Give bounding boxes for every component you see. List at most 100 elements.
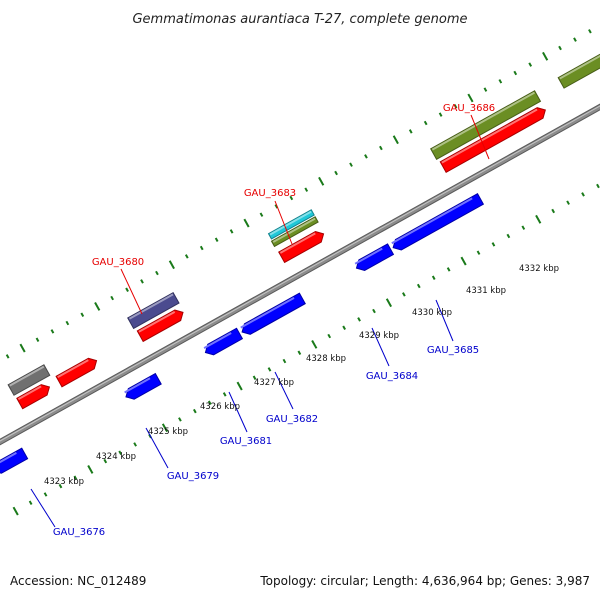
kbp-tick-label: 4329 kbp <box>359 331 399 341</box>
upper-tick-mark <box>573 37 577 42</box>
cds-reverse <box>355 243 395 272</box>
backbone-line <box>0 104 600 445</box>
lower-tick-mark <box>402 292 406 297</box>
feature-gray <box>7 364 51 396</box>
lower-tick-mark <box>506 233 511 239</box>
upper-tick-mark <box>19 343 26 353</box>
gene-label-forward: GAU_3680 <box>92 257 144 268</box>
upper-tick-mark <box>498 79 503 84</box>
lower-tick-mark <box>12 506 19 516</box>
upper-tick-mark <box>318 176 325 186</box>
upper-tick-mark <box>438 112 443 117</box>
cds-reverse-highlight <box>240 296 295 329</box>
gene-label-forward-leader <box>274 200 293 245</box>
lower-tick-mark <box>178 417 182 422</box>
upper-tick-mark <box>199 245 204 251</box>
upper-tick-mark <box>5 354 10 359</box>
gene-label-forward-leader <box>120 268 143 315</box>
lower-tick-mark <box>252 375 257 380</box>
upper-tick-mark <box>289 195 294 201</box>
gene-label-forward: GAU_3683 <box>244 188 296 199</box>
feature-olive <box>430 90 542 160</box>
genome-backbone <box>0 103 600 446</box>
kbp-tick-label: 4331 kbp <box>466 286 506 296</box>
lower-tick-mark <box>372 308 376 314</box>
lower-tick-mark <box>446 267 451 272</box>
upper-tick-mark <box>65 320 70 326</box>
map-title: Gemmatimonas aurantiaca T-27, complete g… <box>132 12 467 27</box>
lower-tick-mark <box>551 208 556 214</box>
upper-tick-mark <box>94 301 101 311</box>
lower-tick-mark <box>236 381 243 391</box>
upper-tick-mark <box>274 204 279 209</box>
cds-forward <box>136 309 184 343</box>
lower-tick-mark <box>566 200 570 205</box>
lower-tick-mark <box>521 225 526 230</box>
gene-label-reverse-leader <box>145 427 169 469</box>
cds-reverse-highlight <box>203 332 232 349</box>
upper-tick-mark <box>50 329 55 334</box>
feature-olive-highlight <box>431 91 535 151</box>
cds-forward <box>55 357 98 388</box>
gene-label-reverse-leader <box>274 371 294 410</box>
upper-tick-mark <box>304 187 309 192</box>
kbp-tick-label: 4326 kbp <box>200 402 240 412</box>
lower-tick-mark <box>596 183 600 189</box>
upper-tick-mark <box>214 237 219 242</box>
gene-label-reverse: GAU_3681 <box>220 436 272 447</box>
gene-features <box>0 53 600 474</box>
lower-tick-mark <box>73 475 78 481</box>
upper-tick-mark <box>467 93 474 103</box>
gene-label-reverse-leader <box>30 488 56 528</box>
lower-tick-mark <box>161 423 169 433</box>
feature-cyan-highlight <box>269 210 312 236</box>
lower-tick-mark <box>357 317 361 322</box>
accession-text: Accession: NC_012489 <box>10 574 146 588</box>
gene-label-reverse: GAU_3682 <box>266 414 318 425</box>
lower-tick-mark <box>58 483 63 489</box>
feature-slate-highlight <box>128 293 174 320</box>
gene-label-reverse-leader <box>228 391 248 433</box>
backbone-highlight <box>0 105 600 442</box>
upper-tick-mark <box>513 70 518 76</box>
cds-reverse <box>204 327 244 356</box>
gene-label-reverse: GAU_3684 <box>366 371 418 382</box>
upper-tick-mark <box>80 312 85 317</box>
lower-tick-mark <box>118 450 123 456</box>
upper-tick-mark <box>184 254 189 259</box>
cds-reverse-highlight <box>354 247 383 265</box>
upper-tick-mark <box>140 279 144 284</box>
cds-forward-highlight <box>57 359 89 379</box>
upper-tick-mark <box>558 45 562 51</box>
upper-tick-mark <box>379 145 383 151</box>
gene-label-reverse: GAU_3685 <box>427 345 479 356</box>
cds-forward <box>439 107 546 173</box>
lower-tick-mark <box>385 298 393 308</box>
lower-tick-mark <box>207 400 212 405</box>
cds-forward <box>278 230 325 264</box>
feature-olive-highlight <box>272 217 316 243</box>
position-tick-marks <box>5 29 600 516</box>
cds-forward <box>16 384 51 410</box>
gene-label-reverse-leader <box>371 327 390 367</box>
upper-tick-mark <box>155 270 159 276</box>
lower-tick-mark <box>297 350 302 355</box>
lower-tick-mark <box>476 250 481 255</box>
upper-tick-mark <box>35 337 40 342</box>
lower-tick-mark <box>416 283 421 289</box>
gene-label-forward-leader <box>470 114 490 160</box>
lower-tick-mark <box>327 333 332 339</box>
upper-tick-mark <box>453 104 458 109</box>
cds-reverse-highlight <box>124 377 151 394</box>
upper-tick-mark <box>408 129 413 134</box>
kbp-tick-label: 4330 kbp <box>412 308 452 318</box>
lower-tick-mark <box>133 442 137 447</box>
feature-olive-highlight <box>559 54 600 80</box>
upper-tick-mark <box>542 51 549 61</box>
upper-tick-mark <box>588 29 592 34</box>
cds-reverse <box>125 372 162 400</box>
upper-tick-mark <box>110 295 115 301</box>
gene-label-callouts: GAU_3680 GAU_3683 GAU_3686 GAU_3676 GAU_3679… <box>30 103 495 538</box>
lower-tick-mark <box>460 256 467 266</box>
